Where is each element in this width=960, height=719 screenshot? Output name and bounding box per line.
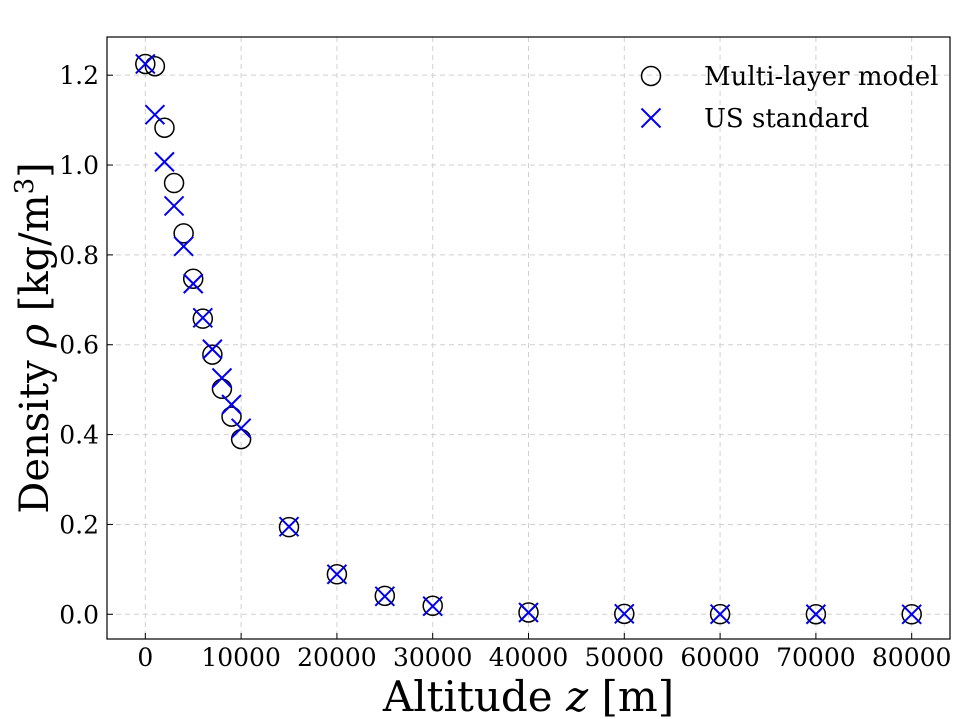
us-standard-point bbox=[221, 394, 242, 415]
us-standard-point bbox=[805, 604, 827, 625]
multi-layer-model-point bbox=[709, 603, 731, 625]
multi-layer-model-point bbox=[192, 308, 214, 329]
multi-layer-model-point bbox=[374, 585, 396, 607]
legend-marker-us-standard bbox=[640, 107, 662, 129]
y-tick-label: 1.2 bbox=[59, 61, 99, 90]
multi-layer-model-point bbox=[518, 602, 539, 623]
multi-layer-model-point bbox=[173, 223, 194, 244]
x-tick-label: 30000 bbox=[393, 643, 473, 672]
y-axis-label-text: Density bbox=[12, 348, 58, 514]
us-standard-point bbox=[154, 151, 175, 173]
us-standard-point bbox=[709, 603, 731, 625]
grid-lines bbox=[107, 37, 950, 639]
us-standard-point bbox=[183, 273, 204, 294]
y-tick-label: 1.0 bbox=[59, 151, 99, 180]
us-standard-point bbox=[192, 307, 214, 328]
us-standard-point bbox=[901, 604, 922, 625]
legend-marker-multi-layer-model bbox=[640, 65, 662, 87]
legend-label-us-standard: US standard bbox=[704, 104, 869, 134]
us-standard-point bbox=[518, 602, 539, 623]
y-tick-label: 0.2 bbox=[59, 510, 99, 539]
us-standard-point bbox=[211, 367, 233, 389]
multi-layer-model-point bbox=[202, 344, 223, 365]
axis-ticks: 0 10000 20000 30000 40000 50000 60000 70000 8000… bbox=[59, 61, 951, 672]
x-axis-label-text: Altitude bbox=[382, 672, 566, 719]
x-axis-label-unit: [m] bbox=[588, 672, 674, 719]
legend: Multi-layer model US standard bbox=[640, 62, 938, 134]
multi-layer-model-point bbox=[326, 564, 348, 585]
multi-layer-model-point bbox=[135, 53, 156, 75]
us-standard-point bbox=[326, 564, 348, 585]
us-standard-point bbox=[163, 195, 185, 217]
multi-layer-model-point bbox=[278, 516, 300, 538]
y-axis-label-exponent: 3 bbox=[10, 178, 40, 195]
y-axis-label-unit-close: ] bbox=[12, 162, 58, 178]
us-standard-point bbox=[230, 418, 252, 439]
us-standard-point bbox=[614, 603, 635, 625]
x-tick-label: 0 bbox=[137, 643, 153, 672]
x-tick-label: 80000 bbox=[872, 643, 952, 672]
y-axis-label: Density ρ [kg/m3] bbox=[10, 162, 58, 513]
multi-layer-model-point bbox=[422, 595, 443, 617]
legend-x-glyph bbox=[640, 107, 662, 129]
y-tick-label: 0.6 bbox=[59, 331, 99, 360]
x-axis-label-variable: z bbox=[565, 672, 589, 719]
us-standard-point bbox=[202, 339, 223, 360]
multi-layer-model-point bbox=[901, 604, 922, 625]
us-standard-point bbox=[135, 53, 156, 75]
y-tick-label: 0.0 bbox=[59, 600, 99, 629]
multi-layer-model-point bbox=[805, 603, 827, 625]
x-tick-label: 60000 bbox=[680, 643, 760, 672]
y-tick-label: 0.4 bbox=[59, 421, 99, 450]
y-axis-label-unit: [kg/m bbox=[12, 194, 58, 324]
data-markers bbox=[135, 53, 922, 625]
multi-layer-model-point bbox=[154, 117, 175, 138]
us-standard-point bbox=[278, 516, 300, 537]
legend-label-multi-layer-model: Multi-layer model bbox=[704, 62, 938, 92]
multi-layer-model-point bbox=[144, 55, 166, 77]
x-tick-label: 10000 bbox=[201, 643, 281, 672]
y-axis-label-variable: ρ bbox=[12, 324, 58, 349]
multi-layer-model-point bbox=[182, 268, 204, 289]
x-tick-label: 40000 bbox=[489, 643, 569, 672]
us-standard-point bbox=[374, 586, 396, 607]
y-tick-label: 0.8 bbox=[59, 241, 99, 270]
us-standard-point bbox=[144, 104, 166, 125]
us-standard-point bbox=[422, 595, 443, 617]
us-standard-point bbox=[173, 236, 194, 257]
multi-layer-model-point bbox=[614, 603, 635, 625]
multi-layer-model-point bbox=[163, 172, 185, 194]
multi-layer-model-point bbox=[221, 406, 242, 427]
x-tick-label: 70000 bbox=[776, 643, 856, 672]
x-axis-label: Altitude z [m] bbox=[382, 672, 674, 719]
x-tick-label: 20000 bbox=[297, 643, 377, 672]
x-tick-label: 50000 bbox=[585, 643, 665, 672]
